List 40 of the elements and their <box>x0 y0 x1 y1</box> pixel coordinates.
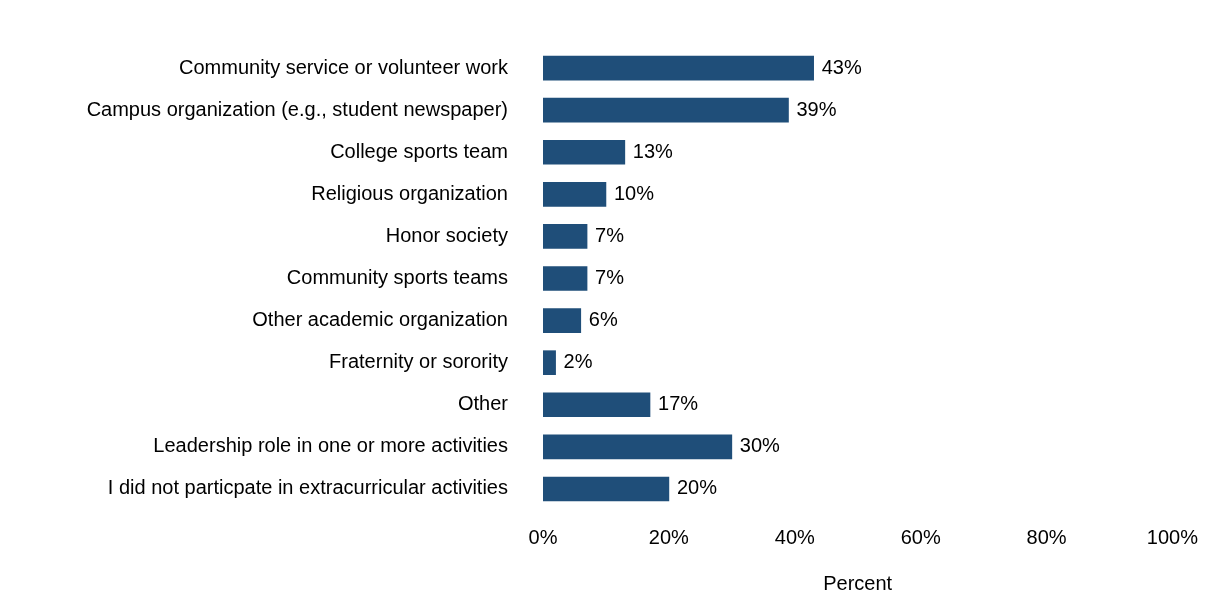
bar <box>543 224 588 249</box>
bar <box>543 392 651 418</box>
y-tick-label: Other academic organization <box>252 308 508 331</box>
x-tick-label: 100% <box>1146 525 1199 548</box>
data-label: 30% <box>739 434 781 457</box>
data-label: 13% <box>632 139 674 162</box>
y-tick-label: College sports team <box>330 139 508 162</box>
data-label: 7% <box>595 266 625 289</box>
data-label: 20% <box>676 476 718 499</box>
x-tick-label: 60% <box>900 525 941 548</box>
x-tick-label: 0% <box>528 525 558 548</box>
bar <box>543 476 670 502</box>
y-tick-label: Honor society <box>385 223 508 246</box>
y-tick-label: Fraternity or sorority <box>329 350 508 373</box>
x-tick-label: 20% <box>648 525 690 548</box>
bar <box>543 55 814 81</box>
data-label: 7% <box>595 223 625 246</box>
y-tick-label: Leadership role in one or more activities <box>153 434 508 457</box>
bar <box>543 139 626 165</box>
data-label: 43% <box>821 55 862 78</box>
y-tick-label: Religious organization <box>311 181 508 204</box>
bar <box>543 266 588 291</box>
data-label: 2% <box>563 350 593 373</box>
bar <box>543 350 556 376</box>
bar <box>543 97 789 123</box>
x-tick-label: 40% <box>774 525 815 548</box>
x-axis-title: Percent <box>823 571 893 594</box>
bar <box>543 308 582 333</box>
data-label: 17% <box>658 392 699 415</box>
data-label: 6% <box>588 308 618 331</box>
y-tick-label: I did not particpate in extracurricular activities <box>107 476 508 499</box>
y-tick-label: Community service or volunteer work <box>179 55 509 78</box>
bar <box>543 181 607 207</box>
x-tick-label: 80% <box>1026 525 1067 548</box>
y-tick-label: Community sports teams <box>286 266 508 289</box>
data-label: 10% <box>613 181 655 204</box>
y-tick-label: Other <box>457 392 509 415</box>
data-label: 39% <box>796 97 837 120</box>
bar <box>543 434 733 460</box>
y-tick-label: Campus organization (e.g., student newspaper) <box>86 97 508 120</box>
